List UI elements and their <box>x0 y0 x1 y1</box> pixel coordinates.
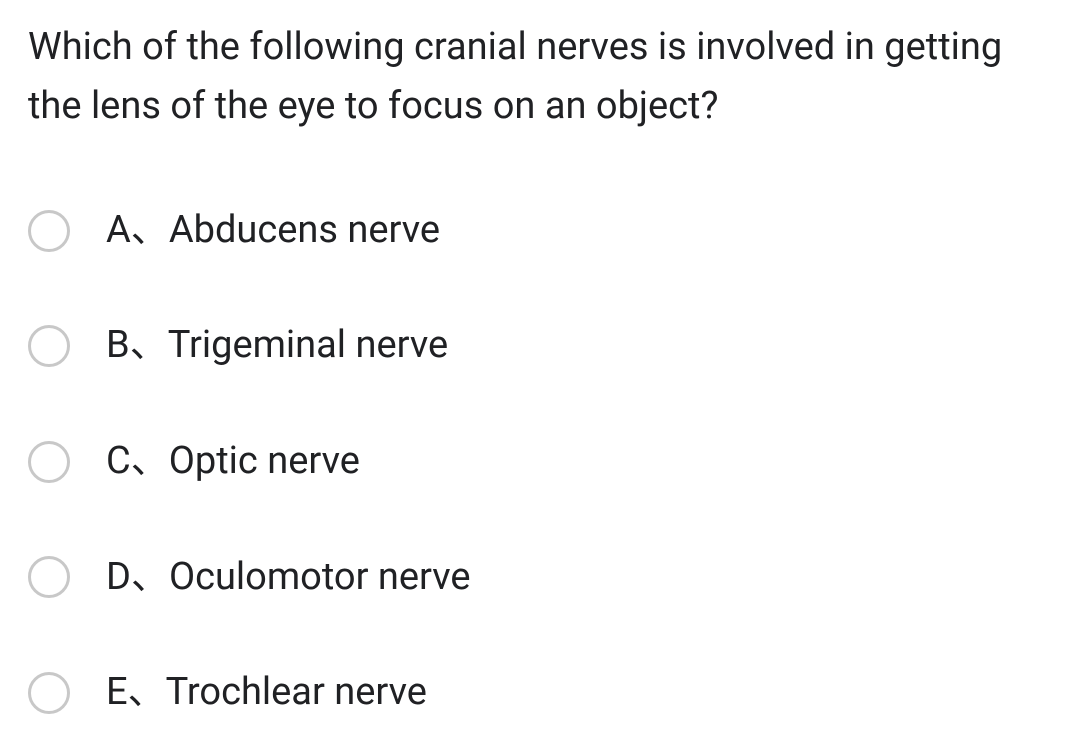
option-text: Trochlear nerve <box>166 670 427 714</box>
option-separator: 、 <box>128 670 166 714</box>
options-list: A、Abducens nerve B、Trigeminal nerve C、Op… <box>28 208 1052 716</box>
radio-button-e[interactable] <box>28 672 70 714</box>
option-separator: 、 <box>131 555 169 599</box>
option-label-a: A、Abducens nerve <box>106 208 440 254</box>
option-letter: A <box>106 208 131 252</box>
option-label-e: E、Trochlear nerve <box>106 670 427 716</box>
option-letter: E <box>106 670 128 714</box>
option-text: Abducens nerve <box>169 208 440 252</box>
option-text: Trigeminal nerve <box>168 323 448 367</box>
option-letter: D <box>106 555 131 599</box>
option-separator: 、 <box>131 208 169 252</box>
radio-button-c[interactable] <box>28 441 70 483</box>
option-row-b: B、Trigeminal nerve <box>28 323 1052 369</box>
option-row-e: E、Trochlear nerve <box>28 670 1052 716</box>
option-row-c: C、Optic nerve <box>28 439 1052 485</box>
option-label-c: C、Optic nerve <box>106 439 360 485</box>
option-text: Optic nerve <box>169 439 360 483</box>
option-row-d: D、Oculomotor nerve <box>28 555 1052 601</box>
radio-button-d[interactable] <box>28 556 70 598</box>
radio-button-a[interactable] <box>28 210 70 252</box>
option-label-b: B、Trigeminal nerve <box>106 323 448 369</box>
option-separator: 、 <box>130 323 168 367</box>
option-row-a: A、Abducens nerve <box>28 208 1052 254</box>
option-separator: 、 <box>131 439 169 483</box>
question-text: Which of the following cranial nerves is… <box>28 18 1052 136</box>
option-label-d: D、Oculomotor nerve <box>106 555 471 601</box>
radio-button-b[interactable] <box>28 325 70 367</box>
option-letter: C <box>106 439 131 483</box>
option-text: Oculomotor nerve <box>169 555 471 599</box>
option-letter: B <box>106 323 130 367</box>
